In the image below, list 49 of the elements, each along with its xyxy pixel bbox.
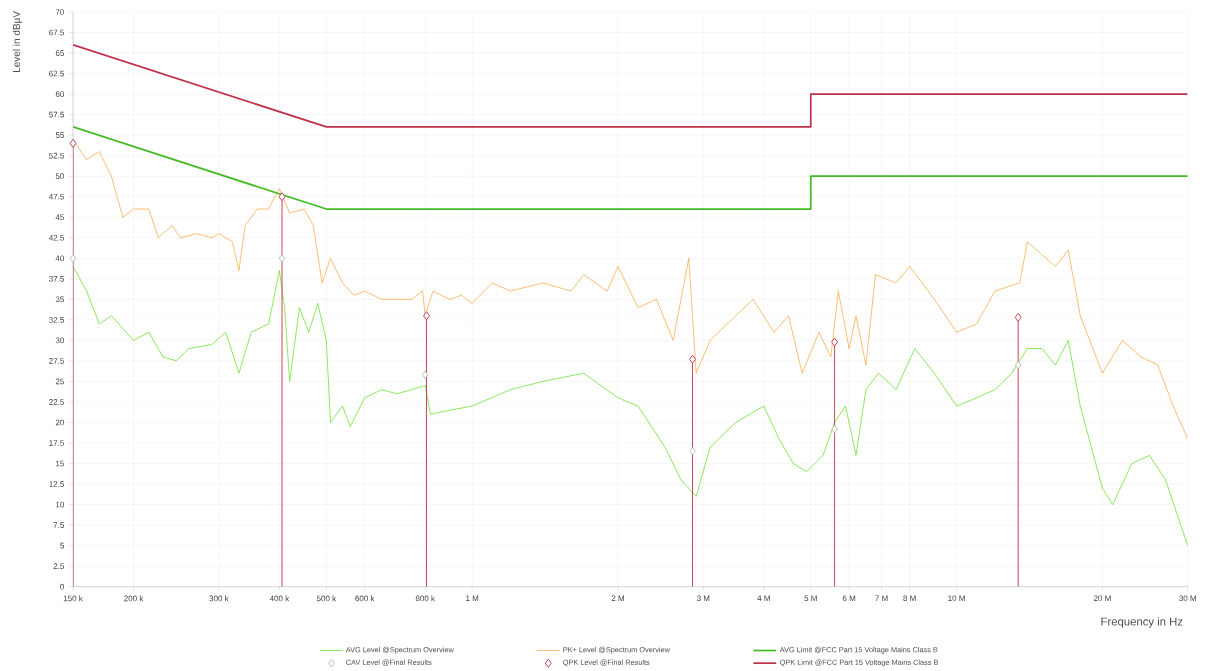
y-tick-label: 50 bbox=[55, 173, 65, 180]
y-tick-label: 17.5 bbox=[49, 440, 64, 446]
x-tick-label: 8 M bbox=[903, 595, 916, 602]
y-tick-label: 5 bbox=[60, 542, 64, 549]
x-tick-label: 500 k bbox=[316, 595, 337, 602]
y-tick-label: 47.5 bbox=[48, 193, 64, 200]
y-tick-label: 70 bbox=[55, 9, 65, 15]
y-tick-label: 60 bbox=[55, 91, 65, 97]
y-tick-label: 10 bbox=[56, 501, 65, 508]
x-axis-title: Frequency in Hz bbox=[1101, 617, 1183, 628]
y-tick-label: 32.5 bbox=[49, 317, 64, 323]
y-tick-label: 55 bbox=[55, 132, 64, 138]
x-tick-label: 600 k bbox=[355, 595, 375, 602]
y-tick-label: 20 bbox=[55, 419, 65, 426]
x-tick-label: 3 M bbox=[696, 595, 710, 602]
x-tick-label: 20 M bbox=[1093, 595, 1111, 602]
y-tick-label: 0 bbox=[60, 583, 65, 590]
y-tick-label: 30 bbox=[55, 337, 65, 344]
x-tick-label: 7 M bbox=[875, 595, 888, 601]
y-tick-label: 40 bbox=[55, 255, 65, 262]
y-tick-label: 7.5 bbox=[53, 522, 64, 528]
x-tick-label: 1 M bbox=[466, 595, 479, 601]
x-tick-label: 800 k bbox=[415, 595, 436, 602]
x-tick-label: 4 M bbox=[757, 595, 770, 601]
y-tick-label: 67.5 bbox=[49, 29, 64, 36]
x-tick-label: 300 k bbox=[209, 595, 229, 602]
y-tick-label: 52.5 bbox=[49, 152, 64, 159]
x-tick-label: 400 k bbox=[269, 595, 290, 602]
x-tick-label: 200 k bbox=[124, 595, 144, 602]
y-tick-label: 25 bbox=[55, 378, 64, 385]
y-tick-label: 37.5 bbox=[49, 275, 64, 282]
x-tick-label: 150 k bbox=[63, 595, 83, 602]
y-tick-label: 62.5 bbox=[49, 70, 64, 77]
y-tick-label: 15 bbox=[56, 460, 64, 467]
y-tick-label: 12.5 bbox=[49, 481, 64, 487]
y-axis-title: Level in dBµV bbox=[12, 11, 22, 73]
y-tick-label: 65 bbox=[55, 50, 64, 56]
x-tick-label: 10 M bbox=[948, 595, 965, 602]
y-tick-label: 35 bbox=[55, 296, 64, 303]
y-tick-label: 57.5 bbox=[49, 111, 64, 118]
y-tick-label: 45 bbox=[55, 214, 64, 221]
y-tick-label: 2.5 bbox=[53, 563, 64, 569]
y-tick-label: 42.5 bbox=[48, 234, 64, 241]
y-tick-label: 22.5 bbox=[49, 399, 64, 405]
x-tick-label: 30 M bbox=[1179, 595, 1196, 602]
x-tick-label: 5 M bbox=[804, 595, 817, 601]
y-tick-label: 27.5 bbox=[49, 358, 64, 364]
x-tick-label: 2 M bbox=[611, 595, 624, 601]
x-tick-label: 6 M bbox=[842, 595, 856, 602]
